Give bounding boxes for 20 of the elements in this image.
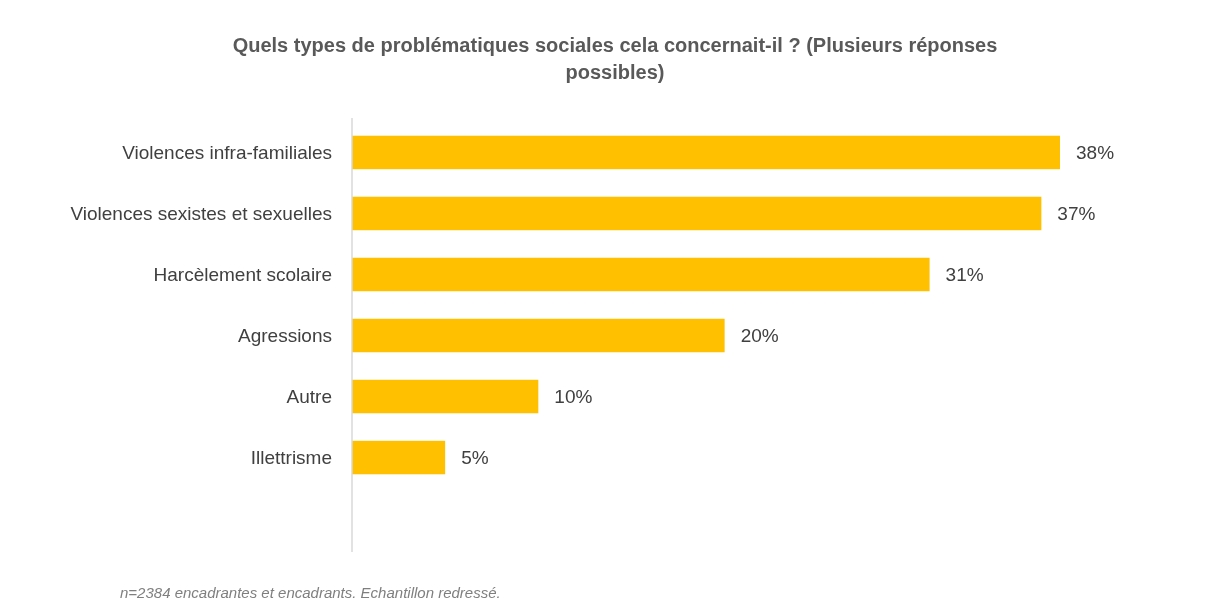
bar	[352, 440, 446, 475]
data-label: 5%	[461, 447, 489, 469]
bar	[352, 135, 1060, 170]
y-tick-label: Illettrisme	[250, 447, 332, 469]
chart-title: Quels types de problématiques sociales cela concernait-il ? (Plusieurs réponses possibles)	[232, 34, 998, 83]
bar	[352, 257, 930, 292]
data-label: 38%	[1076, 142, 1115, 164]
y-tick-label: Harcèlement scolaire	[153, 264, 332, 286]
y-tick-label: Agressions	[238, 325, 332, 347]
bar	[352, 318, 725, 353]
bar	[352, 196, 1042, 231]
y-tick-label: Violences sexistes et sexuelles	[70, 203, 332, 225]
data-label: 37%	[1057, 203, 1096, 225]
bar	[352, 379, 539, 414]
y-tick-label: Autre	[286, 386, 332, 408]
data-label: 20%	[740, 325, 779, 347]
data-label: 10%	[554, 386, 593, 408]
text: n=2384 encadrantes et encadrants. Echantillon redressé.	[120, 584, 501, 601]
y-tick-label: Violences infra-familiales	[122, 142, 332, 164]
data-label: 31%	[945, 264, 984, 286]
